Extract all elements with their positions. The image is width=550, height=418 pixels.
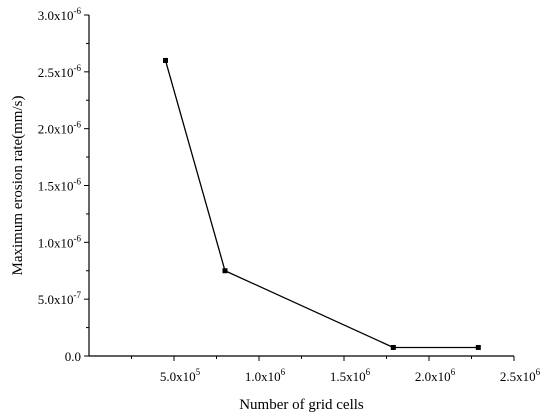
data-point-marker xyxy=(163,57,168,63)
x-tick-label: 2.5x106 xyxy=(500,367,541,384)
x-tick-label: 1.0x106 xyxy=(245,367,286,384)
data-point-marker xyxy=(475,344,481,350)
data-series xyxy=(163,57,481,350)
y-tick-label: 5.0x10-7 xyxy=(38,290,82,307)
axes xyxy=(88,15,514,357)
x-axis-title: Number of grid cells xyxy=(239,397,364,413)
data-point-marker xyxy=(222,268,228,274)
x-tick-label: 1.5x106 xyxy=(330,367,371,384)
y-axis-title: Maximum erosion rate(mm/s) xyxy=(10,96,26,276)
y-axis-ticks: 0.0 5.0x10-7 1.0x10-6 1.5x10-6 2.0x10-6 2.5x1… xyxy=(38,6,89,364)
x-tick-label: 5.0x105 xyxy=(160,367,201,384)
y-tick-label: 2.0x10-6 xyxy=(38,120,82,137)
x-tick-label: 2.0x106 xyxy=(415,367,456,384)
y-tick-label: 2.5x10-6 xyxy=(38,63,82,80)
x-axis-ticks: 5.0x105 1.0x106 1.5x106 2.0x106 2.5x106 xyxy=(131,356,541,384)
y-tick-label: 1.0x10-6 xyxy=(38,233,82,250)
data-point-marker xyxy=(390,344,396,350)
y-tick-label: 0.0 xyxy=(65,349,81,364)
series-line xyxy=(164,60,479,349)
y-tick-label: 1.5x10-6 xyxy=(38,177,82,194)
y-tick-label: 3.0x10-6 xyxy=(38,6,82,23)
